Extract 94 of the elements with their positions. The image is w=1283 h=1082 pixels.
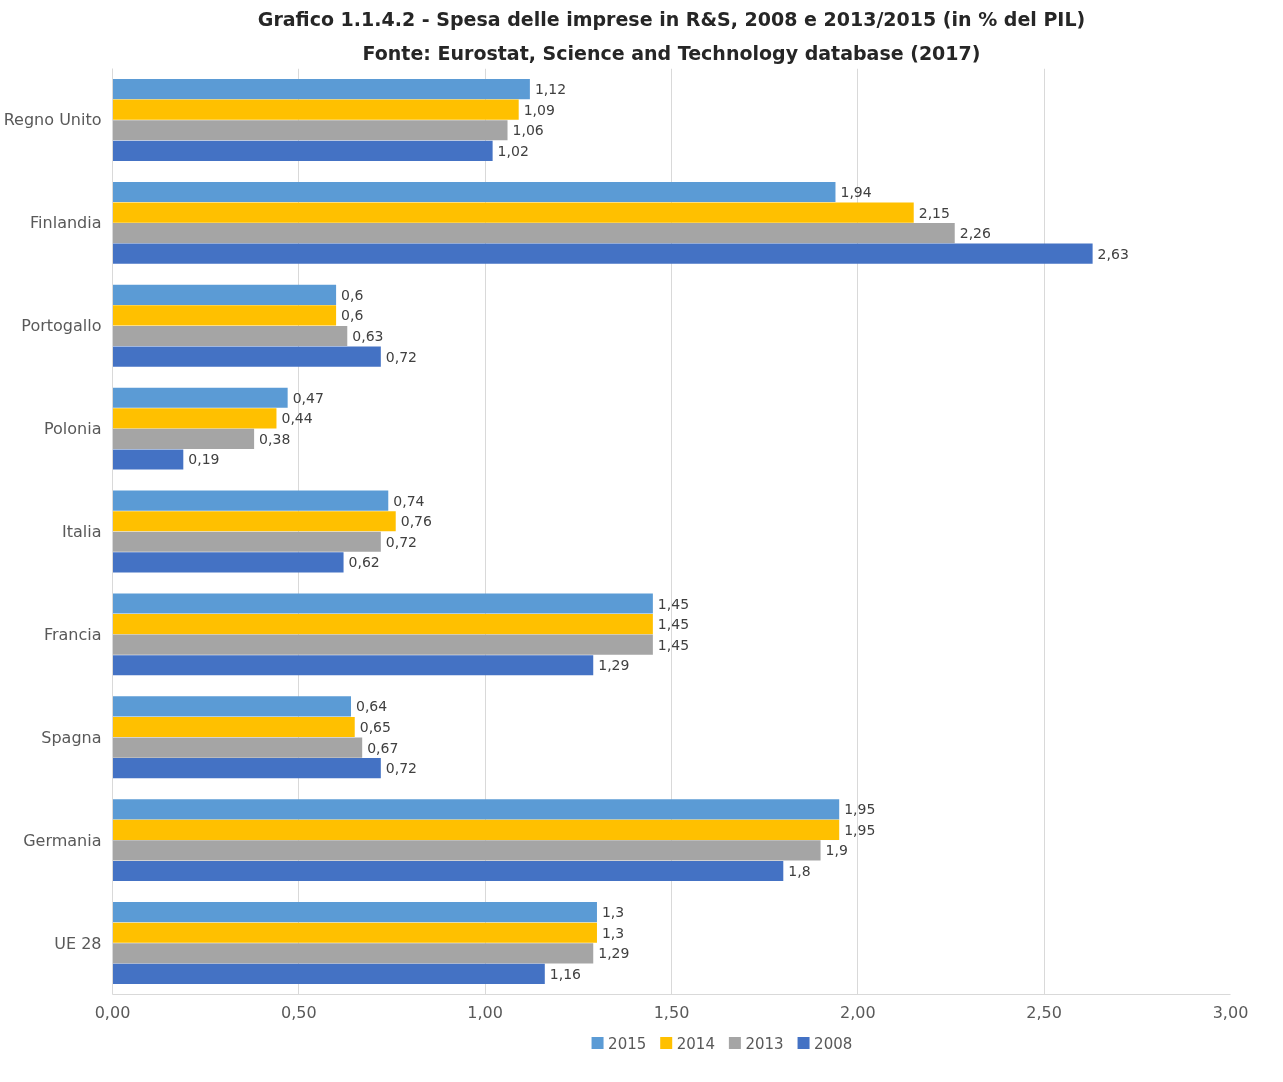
bar bbox=[112, 922, 597, 943]
data-label: 1,45 bbox=[657, 616, 690, 633]
data-label: 1,12 bbox=[534, 81, 567, 98]
data-label: 1,45 bbox=[657, 636, 690, 653]
legend-label: 2014 bbox=[676, 1035, 715, 1053]
data-label: 0,76 bbox=[400, 513, 432, 530]
data-label: 1,09 bbox=[523, 101, 555, 118]
data-label: 1,06 bbox=[512, 122, 544, 139]
x-tick-label: 0,00 bbox=[94, 1002, 131, 1022]
data-label: 1,29 bbox=[598, 657, 630, 674]
legend-label: 2008 bbox=[814, 1035, 853, 1053]
bar bbox=[112, 511, 396, 532]
bar bbox=[112, 860, 784, 882]
y-tick-label: Italia bbox=[62, 522, 102, 541]
y-tick-label: UE 28 bbox=[54, 933, 102, 953]
bar bbox=[112, 655, 594, 676]
data-label: 1,9 bbox=[825, 842, 848, 859]
chart-subtitle: Fonte: Eurostat, Science and Technology database (2017) bbox=[362, 41, 981, 64]
data-label: 2,26 bbox=[959, 225, 991, 242]
x-tick-label: 0,50 bbox=[281, 1002, 317, 1022]
chart-title: Grafico 1.1.4.2 - Spesa delle imprese in R&S, 2008 e 2013/2015 (in % del PIL) bbox=[257, 7, 1086, 30]
data-label: 1,3 bbox=[601, 924, 625, 941]
y-tick-label: Francia bbox=[43, 624, 102, 644]
data-label: 0,38 bbox=[259, 430, 291, 447]
bar bbox=[112, 819, 840, 840]
x-tick-label: 2,50 bbox=[1026, 1002, 1062, 1022]
bar bbox=[112, 428, 255, 449]
bar bbox=[112, 840, 821, 861]
data-label: 1,02 bbox=[497, 142, 529, 159]
bar bbox=[112, 181, 836, 203]
bar bbox=[112, 202, 914, 223]
data-label: 0,62 bbox=[348, 554, 380, 571]
data-label: 1,3 bbox=[601, 904, 625, 921]
bar bbox=[112, 284, 337, 305]
data-label: 2,63 bbox=[1097, 245, 1129, 262]
bar bbox=[112, 243, 1093, 264]
data-label: 1,95 bbox=[844, 801, 876, 818]
y-tick-label: Spagna bbox=[41, 727, 102, 747]
data-label: 1,16 bbox=[549, 965, 582, 982]
bar bbox=[112, 387, 288, 408]
data-label: 1,95 bbox=[844, 821, 876, 838]
bar bbox=[112, 552, 344, 573]
bar bbox=[112, 696, 352, 717]
data-label: 0,19 bbox=[188, 451, 220, 468]
bar bbox=[112, 325, 348, 347]
y-tick-label: Portogallo bbox=[21, 316, 102, 336]
bar bbox=[112, 223, 955, 244]
bar bbox=[112, 902, 597, 923]
bar bbox=[112, 78, 530, 100]
bar bbox=[112, 943, 594, 964]
y-tick-label: Finlandia bbox=[30, 213, 102, 233]
data-label: 0,47 bbox=[292, 389, 324, 406]
bar bbox=[112, 346, 381, 367]
data-label: 1,45 bbox=[657, 595, 690, 612]
bar bbox=[112, 963, 545, 985]
bar bbox=[112, 758, 381, 779]
bar bbox=[112, 716, 355, 738]
y-tick-label: Polonia bbox=[44, 419, 102, 439]
bar bbox=[112, 799, 840, 820]
bar bbox=[112, 449, 184, 470]
bar bbox=[112, 305, 337, 326]
data-label: 0,67 bbox=[367, 739, 399, 756]
x-tick-label: 2,00 bbox=[840, 1002, 876, 1022]
bar bbox=[112, 737, 363, 758]
data-label: 0,63 bbox=[352, 328, 384, 345]
data-label: 0,64 bbox=[356, 698, 388, 715]
data-label: 0,74 bbox=[393, 492, 425, 509]
bar bbox=[112, 614, 653, 635]
data-label: 1,8 bbox=[788, 863, 811, 880]
data-label: 0,6 bbox=[341, 307, 364, 324]
y-tick-label: Germania bbox=[23, 830, 102, 850]
data-label: 1,94 bbox=[840, 183, 872, 200]
data-label: 0,72 bbox=[385, 348, 417, 365]
data-label: 0,72 bbox=[385, 760, 417, 777]
x-tick-label: 1,50 bbox=[653, 1002, 690, 1022]
legend-label: 2015 bbox=[608, 1035, 647, 1053]
x-tick-label: 1,00 bbox=[467, 1002, 503, 1022]
y-tick-label: Regno Unito bbox=[3, 110, 102, 130]
bar bbox=[112, 490, 389, 511]
x-tick-label: 3,00 bbox=[1212, 1002, 1249, 1022]
bar bbox=[112, 593, 653, 614]
bar bbox=[112, 531, 381, 552]
legend-label: 2013 bbox=[745, 1035, 784, 1053]
data-label: 1,29 bbox=[598, 945, 630, 962]
bar bbox=[112, 140, 493, 161]
bar bbox=[112, 634, 653, 655]
bar bbox=[112, 408, 277, 429]
bar bbox=[112, 120, 508, 141]
bar bbox=[112, 99, 519, 120]
data-label: 2,15 bbox=[918, 204, 950, 221]
data-label: 0,72 bbox=[385, 533, 417, 550]
data-label: 0,65 bbox=[359, 718, 391, 735]
data-label: 0,44 bbox=[281, 410, 313, 427]
data-label: 0,6 bbox=[341, 286, 364, 303]
